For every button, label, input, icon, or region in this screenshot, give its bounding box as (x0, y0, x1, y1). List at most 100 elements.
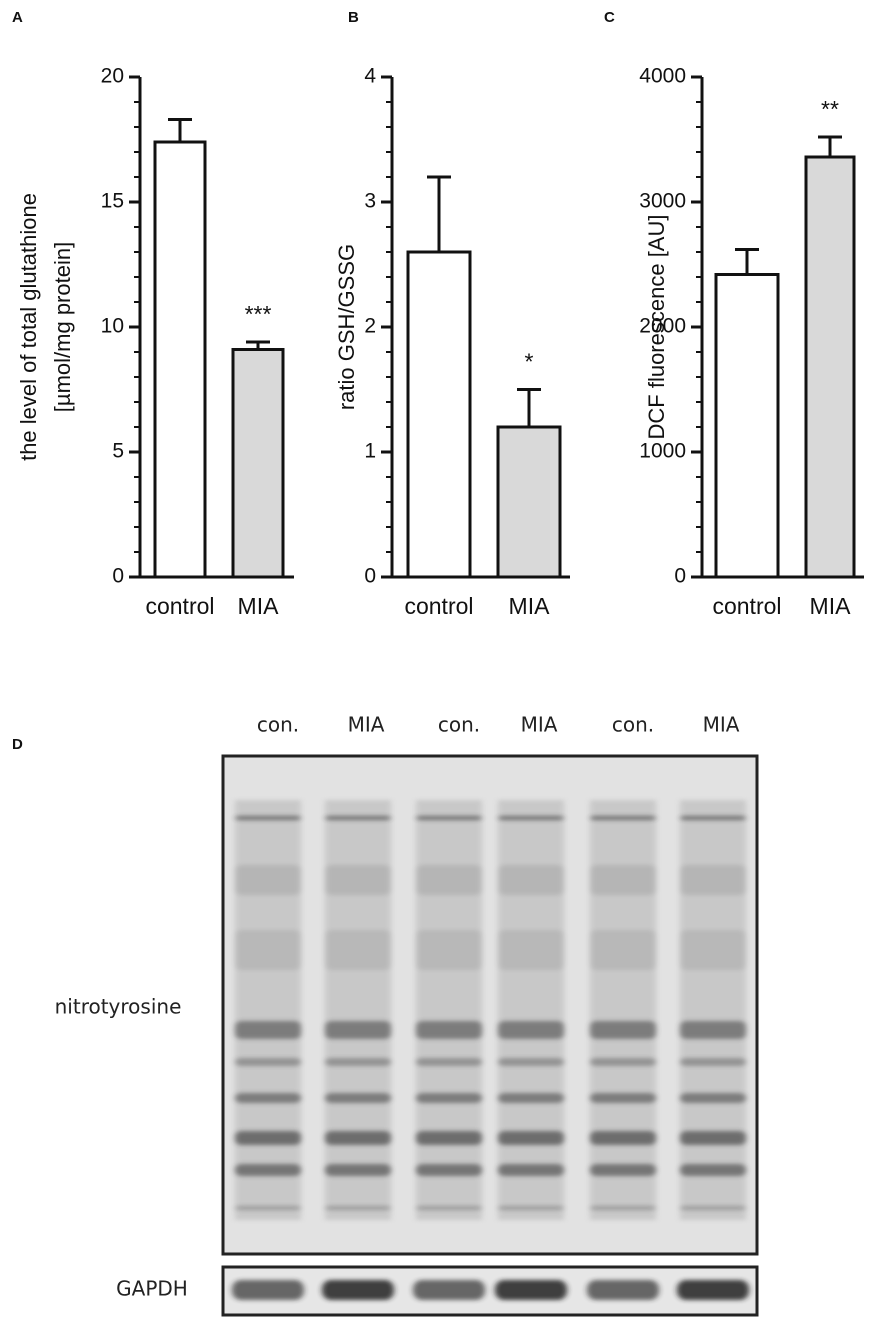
y-tick-label: 1000 (639, 440, 686, 463)
x-tick-label: control (145, 593, 214, 619)
gapdh-box (221, 1265, 759, 1317)
band (235, 1021, 301, 1039)
band (235, 1058, 301, 1066)
band (590, 865, 656, 895)
lane-label: con. (257, 713, 299, 737)
gapdh-band (232, 1280, 304, 1300)
lane-smear (680, 800, 746, 1220)
band (498, 1093, 564, 1103)
band (680, 1131, 746, 1145)
lane-label: MIA (521, 713, 558, 737)
band (590, 1093, 656, 1103)
band (416, 930, 482, 970)
y-tick-label: 0 (674, 565, 686, 588)
band (325, 865, 391, 895)
band (235, 816, 301, 820)
y-tick-label: 3000 (639, 190, 686, 213)
y-tick-label: 10 (101, 315, 124, 338)
gapdh-band (495, 1280, 567, 1300)
band (416, 1093, 482, 1103)
band (590, 1164, 656, 1176)
band (325, 1131, 391, 1145)
bar (231, 348, 285, 579)
x-tick-label: MIA (509, 593, 551, 619)
y-tick-label: 3 (364, 190, 376, 213)
lane-label: MIA (348, 713, 385, 737)
y-tick-label: 20 (101, 65, 124, 88)
band (680, 1093, 746, 1103)
band (590, 1206, 656, 1210)
y-tick-label: 0 (112, 565, 124, 588)
significance: *** (245, 301, 272, 327)
y-axis-label: the level of total glutathione (16, 193, 41, 461)
lane-smear (590, 800, 656, 1220)
band (590, 1058, 656, 1066)
band (235, 1164, 301, 1176)
significance: * (525, 349, 534, 375)
bar (406, 250, 472, 579)
bar (496, 425, 562, 579)
band (680, 1058, 746, 1066)
band (325, 930, 391, 970)
band (416, 1131, 482, 1145)
bar (714, 273, 780, 579)
band (498, 1206, 564, 1210)
panel-label: A (12, 9, 23, 26)
band (416, 865, 482, 895)
band (235, 1093, 301, 1103)
band (498, 1164, 564, 1176)
panel-label: B (348, 9, 359, 26)
band (498, 1131, 564, 1145)
lane-label: con. (612, 713, 654, 737)
blot-box (221, 754, 759, 1256)
y-tick-label: 0 (364, 565, 376, 588)
x-tick-label: MIA (810, 593, 852, 619)
x-tick-label: control (404, 593, 473, 619)
band (680, 1164, 746, 1176)
significance: ** (821, 96, 839, 122)
band (416, 1021, 482, 1039)
band (416, 1058, 482, 1066)
y-axis-label: [µmol/mg protein] (50, 242, 75, 412)
band (325, 1058, 391, 1066)
y-tick-label: 2 (364, 315, 376, 338)
band (325, 816, 391, 820)
band (416, 1206, 482, 1210)
y-tick-label: 15 (101, 190, 124, 213)
band (680, 1021, 746, 1039)
gapdh-band (677, 1280, 749, 1300)
gapdh-band (587, 1280, 659, 1300)
band (680, 1206, 746, 1210)
band (590, 1131, 656, 1145)
band (590, 930, 656, 970)
band (416, 1164, 482, 1176)
band (680, 930, 746, 970)
lane-label: con. (438, 713, 480, 737)
band (498, 1058, 564, 1066)
band (325, 1093, 391, 1103)
y-axis-label: DCF fluorescence [AU] (644, 215, 669, 440)
band (416, 816, 482, 820)
western-blot (221, 754, 759, 1317)
y-tick-label: 2000 (639, 315, 686, 338)
band (680, 865, 746, 895)
lane-label: MIA (703, 713, 740, 737)
band (235, 1131, 301, 1145)
y-tick-label: 5 (112, 440, 124, 463)
y-tick-label: 1 (364, 440, 376, 463)
lane-smear (416, 800, 482, 1220)
band (325, 1164, 391, 1176)
lane-smear (235, 800, 301, 1220)
band (235, 1206, 301, 1210)
panel-label: C (604, 9, 615, 26)
band (590, 816, 656, 820)
y-tick-label: 4000 (639, 65, 686, 88)
band (498, 1021, 564, 1039)
gapdh-band (322, 1280, 394, 1300)
band (235, 865, 301, 895)
band (235, 930, 301, 970)
lane-smear (325, 800, 391, 1220)
row-label: nitrotyrosine (55, 995, 182, 1019)
